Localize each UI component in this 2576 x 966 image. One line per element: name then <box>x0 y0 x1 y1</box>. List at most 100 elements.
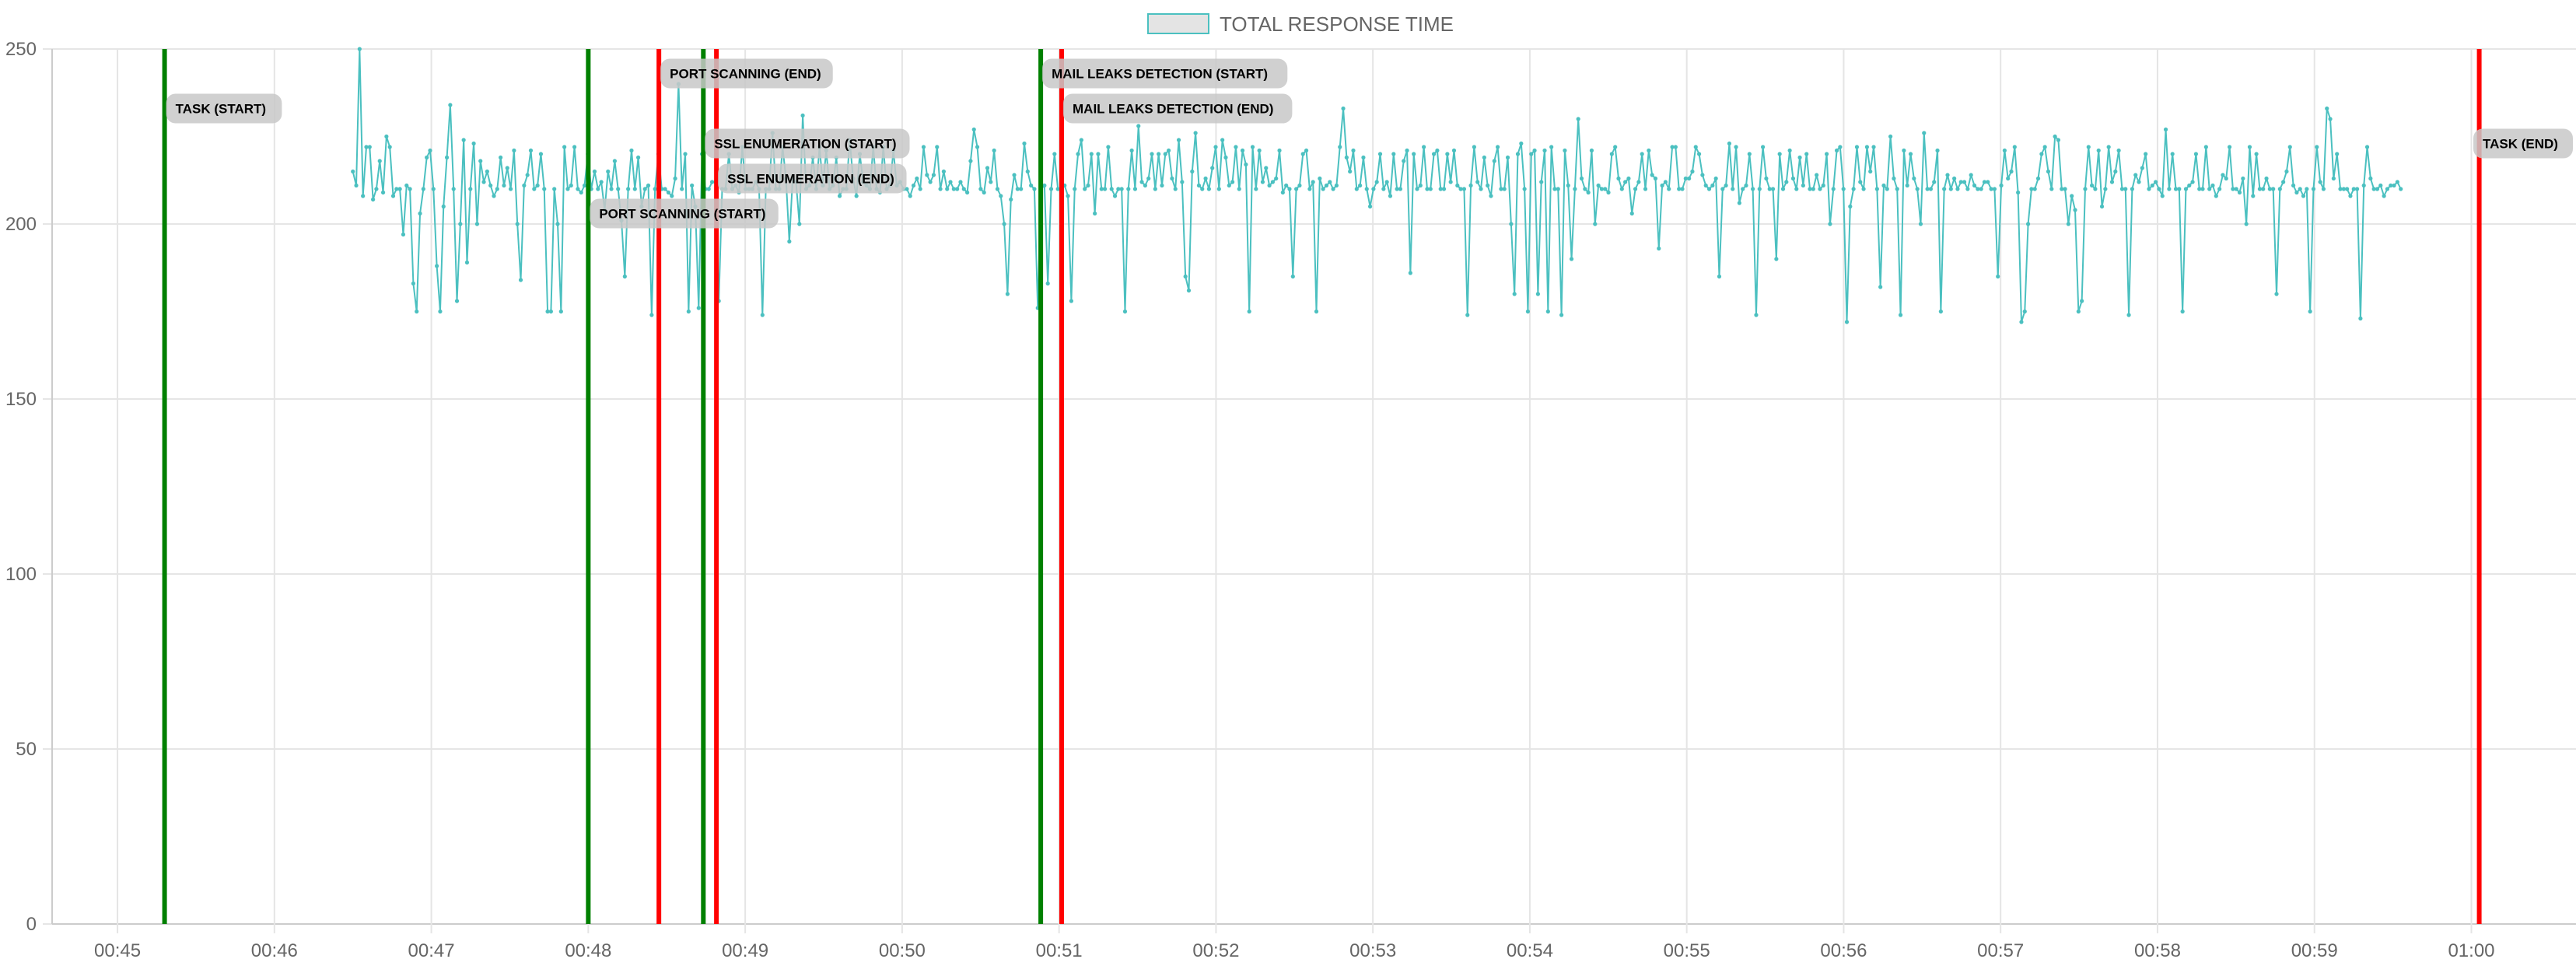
legend-swatch[interactable] <box>1147 13 1209 34</box>
data-point <box>1102 187 1108 191</box>
data-point <box>1495 145 1500 149</box>
data-point <box>1539 180 1544 184</box>
data-point <box>1965 187 1970 191</box>
data-point <box>1267 183 1272 188</box>
data-point <box>1529 152 1534 156</box>
data-point <box>649 313 654 317</box>
data-point <box>532 187 537 191</box>
data-point <box>538 152 544 156</box>
data-point <box>1958 180 1963 184</box>
data-point <box>1790 176 1796 181</box>
data-point <box>965 190 970 195</box>
data-point <box>438 309 443 314</box>
data-point <box>351 169 355 174</box>
data-point <box>1834 148 1839 153</box>
data-point <box>2099 204 2105 209</box>
data-point <box>1254 187 1258 191</box>
data-point <box>1696 152 1702 156</box>
data-point <box>1760 145 1766 149</box>
data-point <box>1519 141 1524 146</box>
data-point <box>2345 187 2350 191</box>
data-point <box>1938 309 1943 314</box>
event-label-box <box>718 163 907 194</box>
legend-label[interactable]: TOTAL RESPONSE TIME <box>1220 12 1454 36</box>
data-point <box>1640 152 1644 156</box>
data-point <box>1227 183 1231 188</box>
data-point <box>1083 187 1087 191</box>
data-point <box>2221 173 2225 177</box>
data-point <box>1297 183 1302 188</box>
data-point <box>1260 180 1265 184</box>
data-point <box>1825 152 1829 156</box>
event-label: PORT SCANNING (START) <box>599 207 765 222</box>
event-marker-layer <box>162 49 2482 924</box>
data-point <box>2305 187 2309 191</box>
data-point <box>1280 190 1285 195</box>
data-point <box>1468 183 1473 188</box>
data-point <box>1045 281 1050 286</box>
data-point <box>2301 194 2306 198</box>
data-point <box>2076 309 2081 314</box>
data-point <box>1687 176 1692 181</box>
data-point <box>1710 183 1715 188</box>
data-point <box>2354 187 2360 191</box>
data-point <box>1868 169 1873 174</box>
data-point <box>690 183 695 188</box>
data-point <box>1741 187 1745 191</box>
data-point <box>421 187 425 191</box>
data-point <box>1032 187 1037 191</box>
data-point <box>1797 155 1802 160</box>
data-point <box>354 183 359 188</box>
data-point <box>1374 180 1379 184</box>
data-point <box>1334 183 1339 188</box>
data-point <box>1596 183 1601 188</box>
data-point <box>1706 187 1712 191</box>
legend[interactable]: TOTAL RESPONSE TIME <box>1147 12 1454 36</box>
data-point <box>1999 183 2004 188</box>
data-point <box>1647 148 1651 153</box>
data-point <box>428 148 432 153</box>
data-point <box>1770 187 1776 191</box>
data-point <box>1952 176 1957 181</box>
data-point <box>2116 148 2121 153</box>
data-point <box>1780 187 1786 191</box>
data-point <box>1358 183 1363 188</box>
data-point <box>1962 180 1967 184</box>
data-point <box>1163 152 1167 156</box>
data-point <box>552 187 557 191</box>
data-point <box>2046 169 2051 174</box>
data-point <box>2364 145 2370 149</box>
data-point <box>2207 187 2212 191</box>
data-point <box>2093 187 2098 191</box>
data-point <box>978 187 983 191</box>
data-point <box>1234 145 1238 149</box>
data-point <box>1318 176 1322 181</box>
data-point <box>2291 183 2296 188</box>
data-point <box>599 180 604 184</box>
data-point <box>2022 309 2027 314</box>
data-point <box>2261 187 2266 191</box>
data-point <box>935 145 940 149</box>
event-label: MAIL LEAKS DETECTION (END) <box>1073 102 1273 117</box>
data-point <box>1717 274 1722 279</box>
data-point <box>1549 145 1554 149</box>
data-point <box>1563 148 1567 153</box>
data-point <box>2126 313 2131 317</box>
data-point <box>918 187 922 191</box>
event-label-box <box>660 58 833 89</box>
data-point <box>2395 180 2399 184</box>
data-point <box>1448 180 1453 184</box>
data-point <box>1055 187 1060 191</box>
data-point <box>989 180 993 184</box>
data-point <box>565 187 570 191</box>
data-point <box>1804 152 1809 156</box>
data-point <box>2137 180 2141 184</box>
x-tick-label: 00:47 <box>408 940 455 961</box>
data-point <box>1499 187 1503 191</box>
data-point <box>545 309 550 314</box>
x-tick-label: 00:53 <box>1349 940 1396 961</box>
data-point <box>1815 173 1819 177</box>
data-point <box>596 187 600 191</box>
data-point <box>1264 166 1269 170</box>
data-point <box>931 173 936 177</box>
